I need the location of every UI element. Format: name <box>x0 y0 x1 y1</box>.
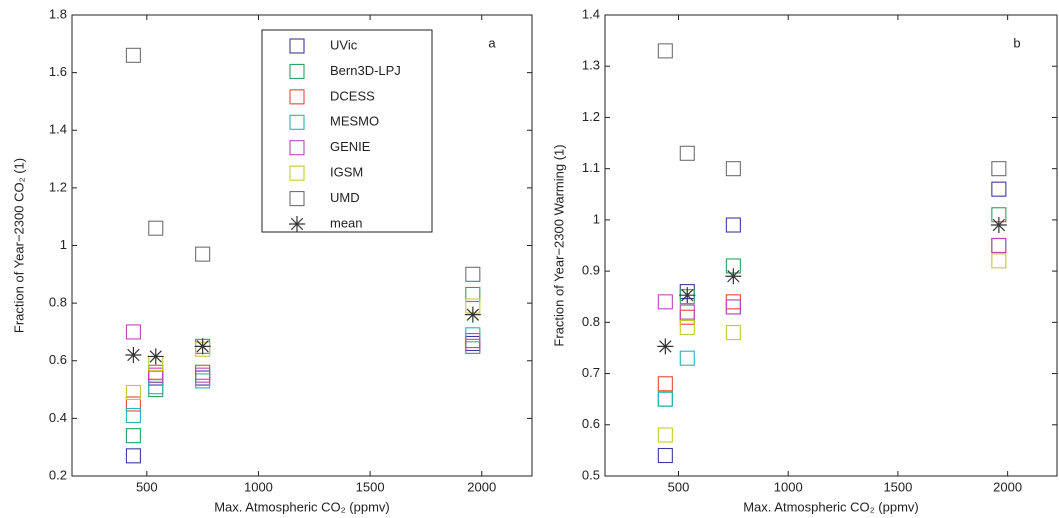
point <box>125 324 141 340</box>
y-tick-label: 0.6 <box>582 416 600 431</box>
point <box>125 407 141 424</box>
panel-label: b <box>1013 35 1020 50</box>
point <box>679 287 696 304</box>
point <box>465 286 481 303</box>
y-tick-label: 1.2 <box>49 179 67 194</box>
point <box>725 217 741 233</box>
x-tick-label: 1500 <box>883 479 912 494</box>
point <box>147 348 164 365</box>
y-axis-label: Fraction of Year−2300 CO₂ (1) <box>11 158 26 333</box>
legend-label: MESMO <box>330 114 379 129</box>
legend-label: UMD <box>330 190 360 205</box>
x-tick-label: 2000 <box>467 479 496 494</box>
point <box>991 253 1007 269</box>
point <box>195 367 211 383</box>
panel-label: a <box>488 35 496 50</box>
y-axis-label: Fraction of Year−2300 Warming (1) <box>551 144 566 346</box>
point <box>991 161 1007 177</box>
point <box>465 338 481 354</box>
y-tick-label: 1.4 <box>582 6 600 21</box>
legend-label: DCESS <box>330 88 375 103</box>
point <box>194 338 211 355</box>
point <box>195 246 211 262</box>
point <box>991 237 1007 254</box>
y-tick-label: 0.7 <box>582 365 600 380</box>
plot-area <box>604 14 1058 477</box>
legend-marker <box>289 165 305 181</box>
point <box>679 319 695 336</box>
legend-marker <box>289 191 305 207</box>
x-tick-label: 500 <box>136 479 158 494</box>
point <box>657 391 673 407</box>
point <box>657 338 674 355</box>
legend-label: IGSM <box>330 165 363 180</box>
x-axis-label: Max. Atmospheric CO₂ (ppmv) <box>214 499 390 514</box>
point <box>657 294 673 310</box>
point <box>125 428 141 444</box>
point <box>125 448 141 464</box>
y-tick-label: 1 <box>593 211 600 226</box>
point <box>657 376 673 392</box>
x-tick-label: 1000 <box>244 479 273 494</box>
x-tick-label: 500 <box>668 479 690 494</box>
x-tick-label: 2000 <box>993 479 1022 494</box>
y-tick-label: 1.3 <box>582 58 600 73</box>
point <box>148 379 164 395</box>
point <box>679 304 695 320</box>
point <box>990 217 1007 234</box>
y-tick-label: 1.1 <box>582 160 600 175</box>
point <box>679 145 695 161</box>
y-tick-label: 0.2 <box>49 467 67 482</box>
point <box>657 43 673 59</box>
x-tick-label: 1000 <box>774 479 803 494</box>
point <box>148 220 164 236</box>
y-tick-label: 1.6 <box>49 64 67 79</box>
y-tick-label: 0.8 <box>582 314 600 329</box>
y-tick-label: 1.2 <box>582 109 600 124</box>
point <box>725 299 741 315</box>
y-tick-label: 1.8 <box>49 6 67 21</box>
point <box>125 396 141 412</box>
point <box>679 350 695 366</box>
x-tick-label: 1500 <box>356 479 385 494</box>
point <box>125 384 141 400</box>
legend-marker <box>289 38 305 54</box>
legend-label: GENIE <box>330 139 371 154</box>
point <box>725 325 741 341</box>
legend-marker <box>289 63 305 79</box>
y-tick-label: 0.9 <box>582 263 600 278</box>
legend-label: mean <box>330 215 363 230</box>
y-tick-label: 0.5 <box>582 467 600 482</box>
point <box>991 181 1007 197</box>
point <box>725 268 742 285</box>
legend-label: Bern3D-LPJ <box>330 63 401 78</box>
y-tick-label: 0.6 <box>49 352 67 367</box>
point <box>148 367 164 383</box>
legend-marker <box>289 216 305 232</box>
y-tick-label: 0.8 <box>49 295 67 310</box>
legend-marker <box>289 89 305 105</box>
legend-label: UVic <box>330 37 358 52</box>
point <box>657 427 673 443</box>
legend-marker <box>289 140 305 156</box>
point <box>125 47 141 63</box>
point <box>125 346 142 363</box>
x-axis-label: Max. Atmospheric CO₂ (ppmv) <box>743 499 919 514</box>
y-tick-label: 0.4 <box>49 410 67 425</box>
y-tick-label: 1.4 <box>49 122 67 137</box>
legend-marker <box>289 114 305 130</box>
point <box>725 161 741 177</box>
point <box>464 306 481 323</box>
y-tick-label: 1 <box>60 237 67 252</box>
point <box>465 266 481 282</box>
point <box>657 447 673 464</box>
point <box>465 327 481 343</box>
